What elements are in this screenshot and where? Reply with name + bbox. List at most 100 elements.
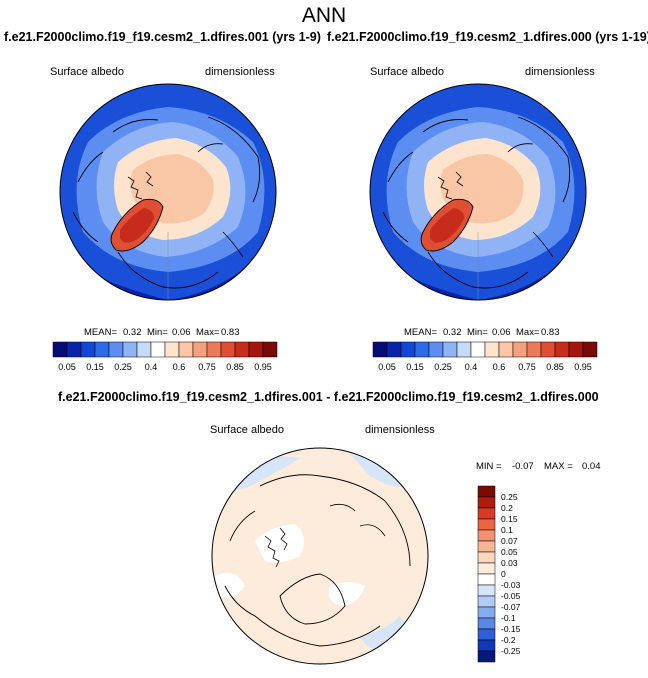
colorbar-tick-label: 0.2 — [501, 503, 513, 513]
colorbar-tick-label: 0.4 — [145, 362, 158, 372]
colorbar-swatch — [477, 639, 496, 652]
colorbar-tick-label: 0.15 — [86, 362, 104, 372]
colorbar-swatch — [477, 628, 496, 641]
panel-1-min-label: Min= — [147, 327, 168, 338]
colorbar-swatch — [108, 341, 124, 358]
colorbar-swatch — [178, 341, 194, 358]
colorbar-tick-label: 0.05 — [378, 362, 396, 372]
colorbar-swatch — [484, 341, 500, 358]
panel-1-subtitle: f.e21.F2000climo.f19_f19.cesm2_1.dfires.… — [4, 30, 321, 44]
diff-units-label: dimensionless — [365, 424, 435, 436]
colorbar-swatch — [66, 341, 82, 358]
colorbar-swatch — [526, 341, 542, 358]
colorbar-tick-label: 0.05 — [501, 547, 518, 557]
colorbar-swatch — [512, 341, 528, 358]
colorbar-swatch — [477, 485, 496, 498]
diff-max-label: MAX = — [544, 461, 573, 472]
colorbar-swatch — [540, 341, 556, 358]
colorbar-tick-label: -0.03 — [501, 580, 521, 590]
colorbar-tick-label: 0.15 — [501, 514, 518, 524]
colorbar-tick-label: 0.25 — [501, 492, 518, 502]
colorbar-swatch — [386, 341, 402, 358]
colorbar-tick-label: 0.4 — [465, 362, 478, 372]
colorbar-swatch — [136, 341, 152, 358]
panel-2-max-value: 0.83 — [541, 327, 560, 338]
colorbar-swatch — [94, 341, 110, 358]
colorbar-swatch — [372, 341, 388, 358]
colorbar-swatch — [414, 341, 430, 358]
colorbar-tick-label: 0 — [501, 569, 506, 579]
panel-1-mean-value: 0.32 — [123, 327, 142, 338]
colorbar-swatch — [428, 341, 444, 358]
panel-2-mean-label: MEAN= — [404, 327, 437, 338]
panel-2-mean-value: 0.32 — [443, 327, 462, 338]
colorbar-swatch — [477, 606, 496, 619]
colorbar-tick-label: 0.25 — [114, 362, 132, 372]
main-title: ANN — [301, 4, 347, 27]
colorbar-tick-label: -0.05 — [501, 591, 521, 601]
colorbar-tick-label: 0.85 — [226, 362, 244, 372]
colorbar-swatch — [477, 518, 496, 531]
diff-variable-label: Surface albedo — [210, 424, 284, 436]
colorbar-tick-label: -0.25 — [501, 646, 521, 656]
colorbar-tick-label: 0.1 — [501, 525, 513, 535]
colorbar-tick-label: -0.1 — [501, 613, 516, 623]
colorbar-swatch — [477, 595, 496, 608]
colorbar-tick-label: 0.15 — [406, 362, 424, 372]
colorbar-swatch — [220, 341, 236, 358]
colorbar-tick-label: 0.05 — [58, 362, 76, 372]
diff-subtitle: f.e21.F2000climo.f19_f19.cesm2_1.dfires.… — [58, 390, 599, 404]
colorbar-swatch — [477, 529, 496, 542]
colorbar-tick-label: 0.95 — [574, 362, 592, 372]
colorbar-swatch — [262, 341, 278, 358]
colorbar-tick-label: 0.03 — [501, 558, 518, 568]
colorbar-tick-label: -0.2 — [501, 635, 516, 645]
colorbar-swatch — [477, 540, 496, 553]
panel-1-map — [59, 83, 277, 301]
diff-min-value: -0.07 — [512, 461, 534, 472]
panel-1-colorbar: 0.05 0.15 0.25 0.4 0.6 0.75 0.85 0.95 — [52, 341, 278, 372]
colorbar-tick-label: -0.07 — [501, 602, 521, 612]
colorbar-swatch — [477, 496, 496, 509]
colorbar-swatch — [582, 341, 598, 358]
colorbar-swatch — [477, 551, 496, 564]
colorbar-swatch — [568, 341, 584, 358]
panel-1-mean-label: MEAN= — [84, 327, 117, 338]
panel-1-variable-label: Surface albedo — [50, 66, 124, 78]
diff-max-value: 0.04 — [582, 461, 601, 472]
colorbar-swatch — [498, 341, 514, 358]
colorbar-swatch — [234, 341, 250, 358]
colorbar-swatch — [122, 341, 138, 358]
panel-1-max-label: Max= — [196, 327, 220, 338]
panel-2-colorbar: 0.05 0.15 0.25 0.4 0.6 0.75 0.85 0.95 — [372, 341, 598, 372]
colorbar-swatch — [477, 584, 496, 597]
colorbar-swatch — [554, 341, 570, 358]
colorbar-tick-label: 0.75 — [518, 362, 536, 372]
panel-1-min-value: 0.06 — [172, 327, 191, 338]
panel-1-max-value: 0.83 — [221, 327, 240, 338]
panel-2-variable-label: Surface albedo — [370, 66, 444, 78]
panel-1-units-label: dimensionless — [205, 66, 275, 78]
colorbar-tick-label: 0.6 — [493, 362, 506, 372]
diff-min-label: MIN = — [476, 461, 502, 472]
panel-2-max-label: Max= — [516, 327, 540, 338]
panel-2-units-label: dimensionless — [525, 66, 595, 78]
colorbar-tick-label: 0.6 — [173, 362, 186, 372]
colorbar-tick-label: -0.15 — [501, 624, 521, 634]
colorbar-swatch — [470, 341, 486, 358]
colorbar-tick-label: 0.07 — [501, 536, 518, 546]
colorbar-swatch — [477, 573, 496, 586]
panel-2-map — [369, 83, 587, 301]
colorbar-swatch — [164, 341, 180, 358]
panel-2-min-value: 0.06 — [492, 327, 511, 338]
colorbar-tick-label: 0.85 — [546, 362, 564, 372]
colorbar-tick-label: 0.25 — [434, 362, 452, 372]
panel-2-min-label: Min= — [467, 327, 488, 338]
diff-colorbar: 0.250.20.150.10.070.050.030-0.03-0.05-0.… — [477, 485, 521, 663]
colorbar-swatch — [477, 562, 496, 575]
colorbar-swatch — [206, 341, 222, 358]
colorbar-swatch — [248, 341, 264, 358]
colorbar-swatch — [456, 341, 472, 358]
colorbar-swatch — [150, 341, 166, 358]
colorbar-swatch — [477, 507, 496, 520]
